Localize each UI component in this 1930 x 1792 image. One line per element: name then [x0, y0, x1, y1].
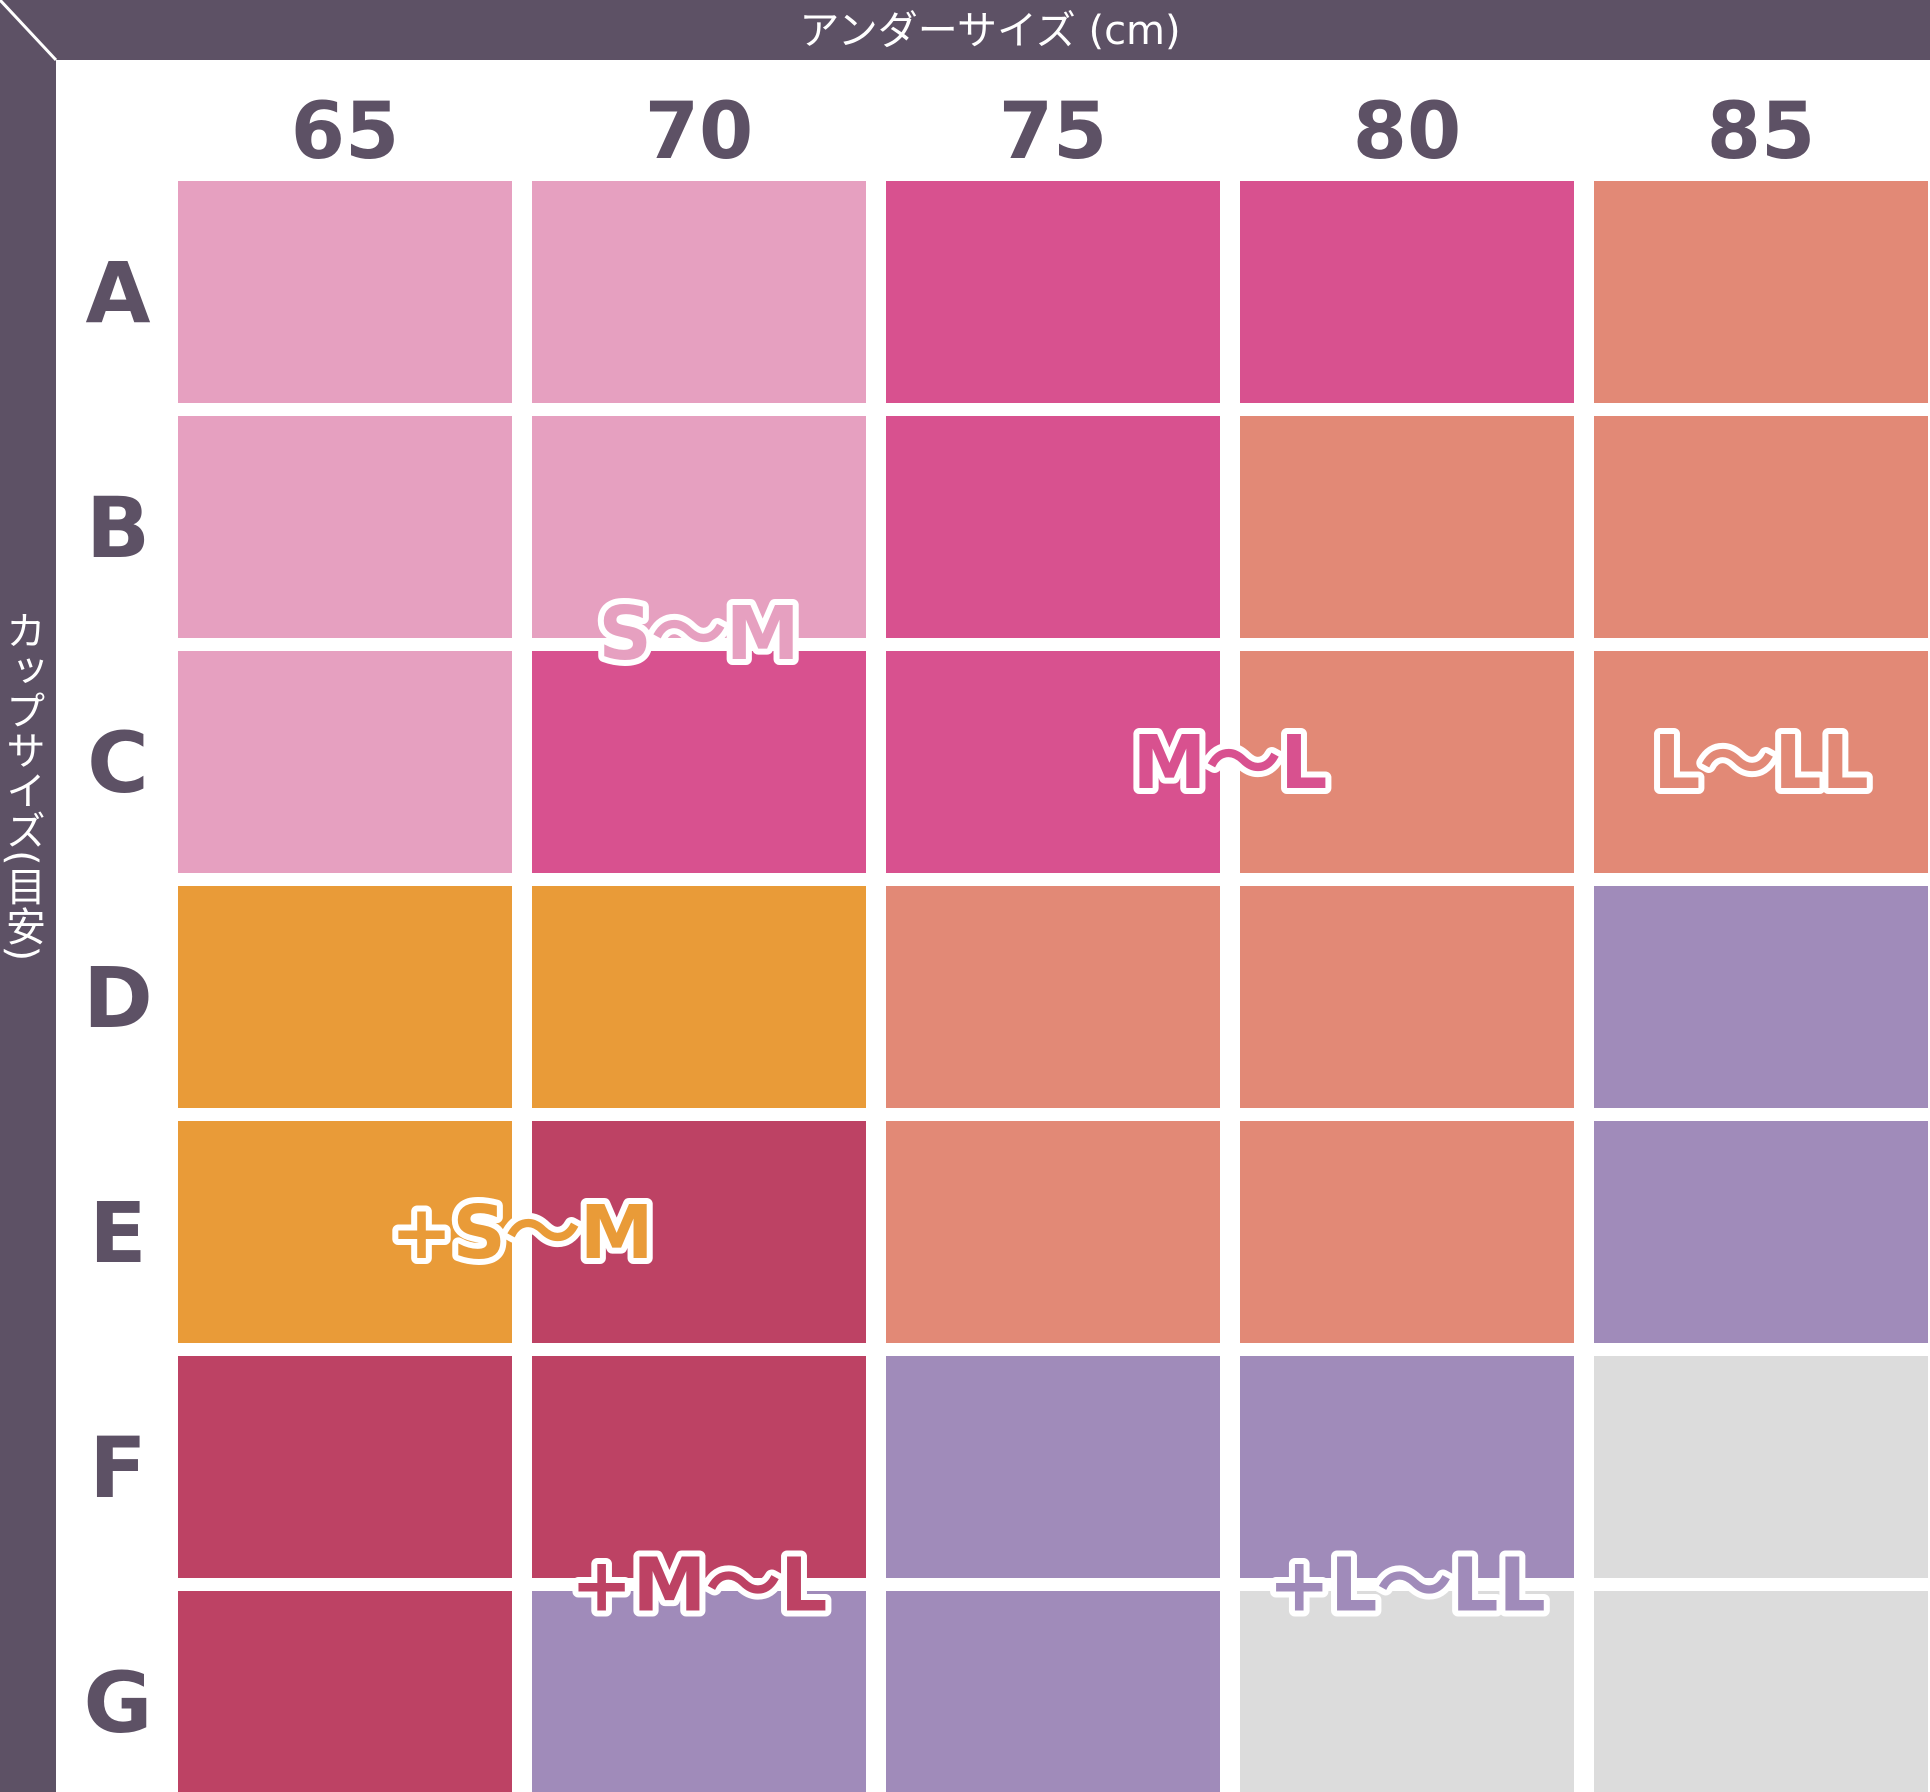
cell-E-70	[532, 1121, 866, 1343]
group-labels: S〜M M〜L L〜LL +S〜M +M〜L +L〜LL	[385, 585, 1875, 1635]
corner-divider	[0, 0, 58, 62]
cell-A-65	[178, 181, 512, 403]
group-label-0: S〜M	[599, 591, 800, 677]
cell-G-85	[1594, 1591, 1928, 1792]
column-label-80: 80	[1353, 87, 1462, 177]
column-label-70: 70	[645, 87, 754, 177]
cell-E-80	[1240, 1121, 1574, 1343]
cell-C-85	[1594, 651, 1928, 873]
cell-grid	[178, 181, 1928, 1792]
cell-A-70	[532, 181, 866, 403]
cell-D-70	[532, 886, 866, 1108]
row-label-F: F	[89, 1419, 146, 1517]
row-label-D: D	[83, 949, 153, 1047]
row-label-A: A	[85, 244, 150, 342]
cell-D-75	[886, 886, 1220, 1108]
cell-F-75	[886, 1356, 1220, 1578]
row-labels: A B C D E F G	[83, 244, 153, 1752]
cell-C-70	[532, 651, 866, 873]
cell-A-80	[1240, 181, 1574, 403]
cell-F-80	[1240, 1356, 1574, 1578]
group-label-2: L〜LL	[1653, 720, 1868, 806]
cell-F-85	[1594, 1356, 1928, 1578]
column-label-85: 85	[1707, 87, 1816, 177]
cell-B-75	[886, 416, 1220, 638]
column-labels: 65 70 75 80 85	[291, 87, 1816, 177]
y-axis-title: カップサイズ(目安)	[0, 610, 45, 961]
cell-B-80	[1240, 416, 1574, 638]
cell-G-80	[1240, 1591, 1574, 1792]
group-label-1: M〜L	[1133, 720, 1328, 806]
row-label-G: G	[84, 1654, 153, 1752]
row-label-C: C	[87, 714, 149, 812]
top-band	[0, 0, 1930, 60]
cell-E-65	[178, 1121, 512, 1343]
cell-G-65	[178, 1591, 512, 1792]
cell-A-75	[886, 181, 1220, 403]
cell-E-75	[886, 1121, 1220, 1343]
group-label-4: +M〜L	[571, 1543, 828, 1629]
cell-G-75	[886, 1591, 1220, 1792]
cell-D-65	[178, 886, 512, 1108]
group-label-3: +S〜M	[391, 1190, 654, 1276]
cell-G-70	[532, 1591, 866, 1792]
cell-C-65	[178, 651, 512, 873]
cell-F-70	[532, 1356, 866, 1578]
cell-E-85	[1594, 1121, 1928, 1343]
cell-B-65	[178, 416, 512, 638]
group-label-5: +L〜LL	[1268, 1543, 1545, 1629]
column-label-65: 65	[291, 87, 400, 177]
row-label-E: E	[89, 1184, 146, 1282]
left-band	[0, 0, 56, 1792]
cell-B-85	[1594, 416, 1928, 638]
x-axis-title: アンダーサイズ (cm)	[799, 8, 1180, 54]
cell-F-65	[178, 1356, 512, 1578]
cell-C-75	[886, 651, 1220, 873]
cell-B-70	[532, 416, 866, 638]
cell-A-85	[1594, 181, 1928, 403]
column-label-75: 75	[999, 87, 1108, 177]
cell-D-80	[1240, 886, 1574, 1108]
row-label-B: B	[86, 479, 150, 577]
cell-D-85	[1594, 886, 1928, 1108]
cell-C-80	[1240, 651, 1574, 873]
